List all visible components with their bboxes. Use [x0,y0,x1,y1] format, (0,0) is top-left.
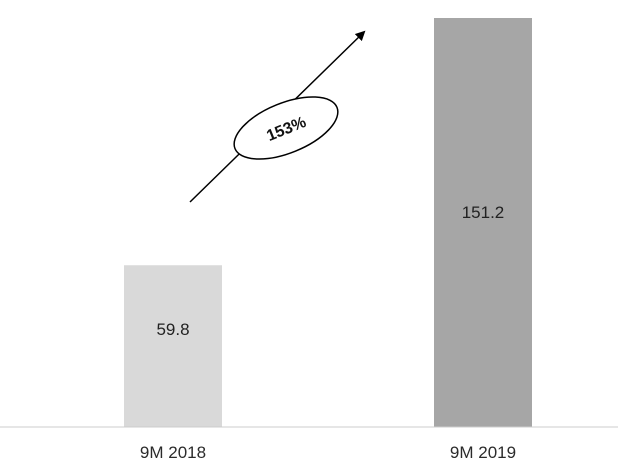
growth-annotation: 153% [189,30,366,203]
value-label: 151.2 [462,203,505,222]
bar-9m-2019 [434,18,532,427]
category-label: 9M 2019 [450,443,516,462]
category-label: 9M 2018 [140,443,206,462]
bars-group [124,18,532,427]
growth-ellipse [233,96,339,160]
value-labels-group: 59.8 151.2 [156,203,504,339]
value-label: 59.8 [156,320,189,339]
category-labels-group: 9M 2018 9M 2019 [140,443,516,462]
bar-9m-2018 [124,265,222,427]
